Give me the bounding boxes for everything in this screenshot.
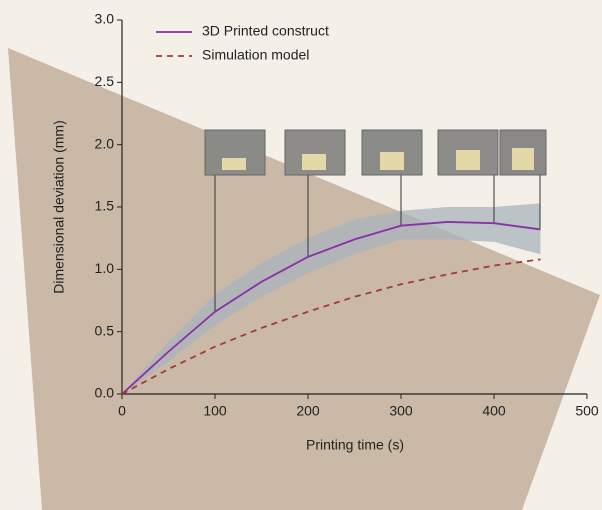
photo-detail [380, 152, 404, 170]
legend-label: 3D Printed construct [202, 23, 329, 39]
x-axis-title: Printing time (s) [306, 437, 404, 453]
y-tick-label: 1.0 [95, 260, 115, 276]
x-tick-label: 500 [575, 403, 599, 419]
y-tick-label: 3.0 [95, 11, 115, 27]
line [121, 258, 541, 395]
y-tick-label: 2.0 [95, 135, 115, 151]
photo-detail [222, 158, 246, 170]
y-axis-title: Dimensional deviation (mm) [51, 120, 67, 294]
photo-detail [456, 150, 480, 170]
photo-detail [512, 148, 534, 170]
callouts [214, 175, 541, 312]
x-tick-label: 400 [482, 403, 506, 419]
confidence-band [122, 203, 541, 394]
y-tick-label: 0.5 [95, 322, 115, 338]
photos [204, 129, 547, 176]
photo-detail [302, 154, 326, 170]
y-tick-label: 0.0 [95, 385, 115, 401]
y-tick-label: 2.5 [95, 73, 115, 89]
x-tick-label: 100 [203, 403, 227, 419]
x-tick-label: 300 [389, 403, 413, 419]
legend-label: Simulation model [202, 47, 309, 63]
x-tick-label: 0 [118, 403, 126, 419]
line [121, 221, 541, 395]
x-tick-label: 200 [296, 403, 320, 419]
y-tick-label: 1.5 [95, 198, 115, 214]
